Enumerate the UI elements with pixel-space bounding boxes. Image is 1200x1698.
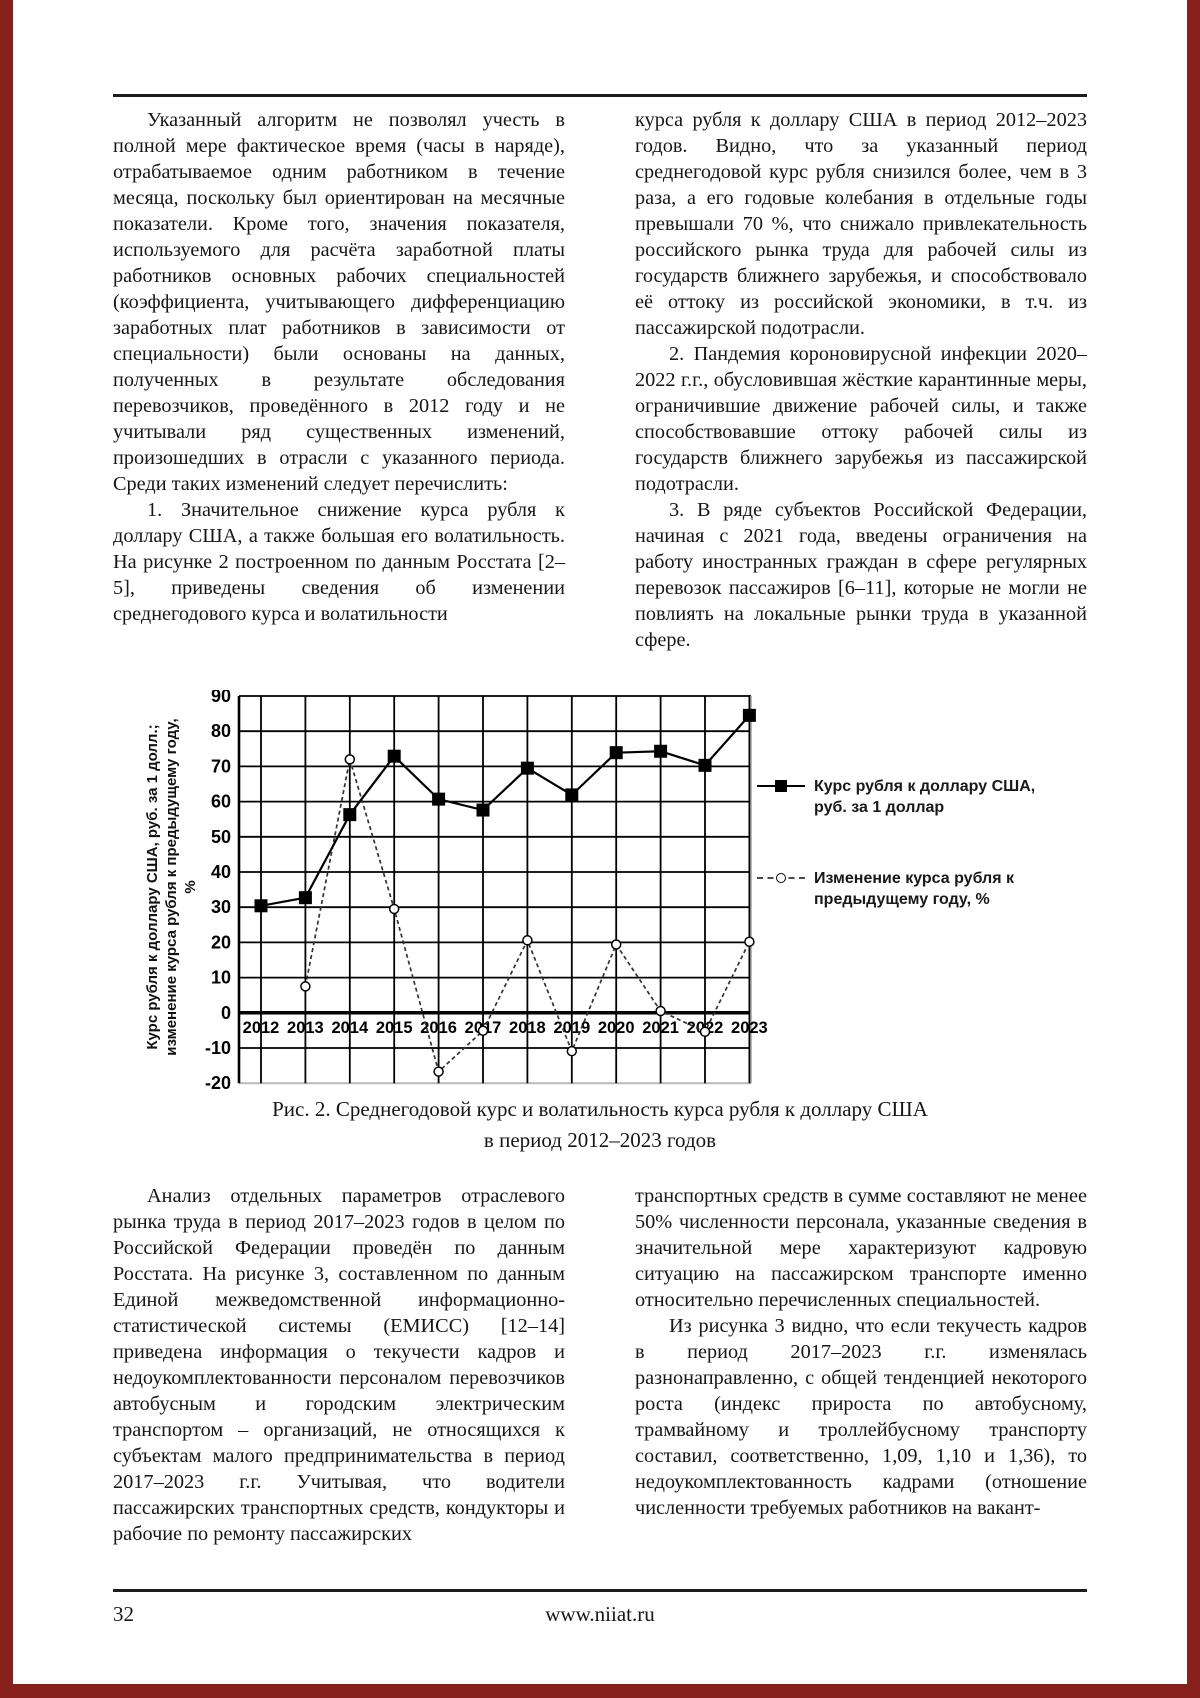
dashed-line-circle-marker-icon xyxy=(757,868,805,889)
svg-text:70: 70 xyxy=(211,756,231,776)
figure-caption-line2: в период 2012–2023 годов xyxy=(483,1128,717,1152)
paragraph: Указанный алгоритм не позволял учесть в … xyxy=(113,109,565,495)
svg-text:50: 50 xyxy=(211,827,231,847)
svg-text:20: 20 xyxy=(211,932,231,952)
legend-item-rate-change: Изменение курса рубля к предыдущему году… xyxy=(757,868,1035,910)
paragraph: транспортных средств в сумме составляют … xyxy=(635,1185,1087,1311)
svg-text:10: 10 xyxy=(211,968,231,988)
solid-line-square-marker-icon xyxy=(757,776,805,797)
svg-text:2019: 2019 xyxy=(553,1019,590,1037)
column-left: Указанный алгоритм не позволял учесть в … xyxy=(113,107,565,687)
svg-text:2013: 2013 xyxy=(287,1019,324,1037)
top-rule xyxy=(113,94,1087,97)
chart-legend: Курс рубля к доллару США, руб. за 1 долл… xyxy=(757,776,1035,910)
page-footer: 32 www.niiat.ru xyxy=(113,1602,1087,1632)
y-axis-label: Курс рубля к доллару США, руб. за 1 долл… xyxy=(143,693,201,1081)
y-axis-label-line: изменение курса рубля к предыдущему году… xyxy=(163,718,180,1056)
svg-text:2021: 2021 xyxy=(642,1019,679,1037)
figure-caption-line1: Рис. 2. Среднегодовой курс и волатильнос… xyxy=(272,1097,928,1121)
book-edge-right xyxy=(1187,0,1200,1698)
legend-label: Курс рубля к доллару США, руб. за 1 долл… xyxy=(814,778,1036,816)
y-axis-label-line: Курс рубля к доллару США, руб. за 1 долл… xyxy=(144,724,161,1050)
y-axis-label-line: % xyxy=(182,880,199,894)
book-edge-left xyxy=(0,0,13,1698)
svg-text:30: 30 xyxy=(211,897,231,917)
svg-text:80: 80 xyxy=(211,721,231,741)
svg-text:2015: 2015 xyxy=(376,1019,413,1037)
footer-rule xyxy=(113,1589,1087,1592)
svg-text:2016: 2016 xyxy=(420,1019,457,1037)
two-column-text-top: Указанный алгоритм не позволял учесть в … xyxy=(113,107,1087,687)
svg-text:40: 40 xyxy=(211,862,231,882)
svg-text:-10: -10 xyxy=(205,1038,231,1058)
svg-text:2023: 2023 xyxy=(731,1019,768,1037)
svg-text:-20: -20 xyxy=(205,1073,231,1090)
paragraph: курса рубля к доллару США в период 2012–… xyxy=(635,109,1087,339)
page-content: Указанный алгоритм не позволял учесть в … xyxy=(113,0,1087,1698)
paragraph: 1. Значительное снижение курса рубля к д… xyxy=(113,499,565,625)
paragraph: Из рисунка 3 видно, что если текучесть к… xyxy=(635,1315,1087,1519)
website-url: www.niiat.ru xyxy=(545,1602,655,1626)
legend-label: Изменение курса рубля к предыдущему году… xyxy=(814,870,1014,908)
svg-text:90: 90 xyxy=(211,690,231,706)
column-right: курса рубля к доллару США в период 2012–… xyxy=(635,107,1087,687)
svg-text:2018: 2018 xyxy=(509,1019,546,1037)
page-number: 32 xyxy=(113,1602,134,1626)
line-chart-plot: 90 80 70 60 50 40 30 20 10 0 -10 -20 2012 2013 2014 201… xyxy=(205,690,768,1090)
column-right: транспортных средств в сумме составляют … xyxy=(635,1183,1087,1555)
two-column-text-bottom: Анализ отдельных параметров отраслевого … xyxy=(113,1183,1087,1555)
svg-text:2014: 2014 xyxy=(331,1019,369,1037)
svg-text:0: 0 xyxy=(221,1003,231,1023)
book-edge-bottom xyxy=(0,1684,1200,1698)
column-left: Анализ отдельных параметров отраслевого … xyxy=(113,1183,565,1555)
figure-2-chart: Курс рубля к доллару США, руб. за 1 долл… xyxy=(143,690,1057,1090)
svg-text:60: 60 xyxy=(211,792,231,812)
paragraph: Анализ отдельных параметров отраслевого … xyxy=(113,1185,565,1545)
figure-caption: Рис. 2. Среднегодовой курс и волатильнос… xyxy=(113,1094,1087,1156)
paragraph: 2. Пандемия короновирусной инфекции 2020… xyxy=(635,343,1087,495)
svg-text:2012: 2012 xyxy=(243,1019,280,1037)
paragraph: 3. В ряде субъектов Российской Федерации… xyxy=(635,499,1087,651)
legend-item-exchange-rate: Курс рубля к доллару США, руб. за 1 долл… xyxy=(757,776,1035,818)
svg-text:2020: 2020 xyxy=(598,1019,635,1037)
